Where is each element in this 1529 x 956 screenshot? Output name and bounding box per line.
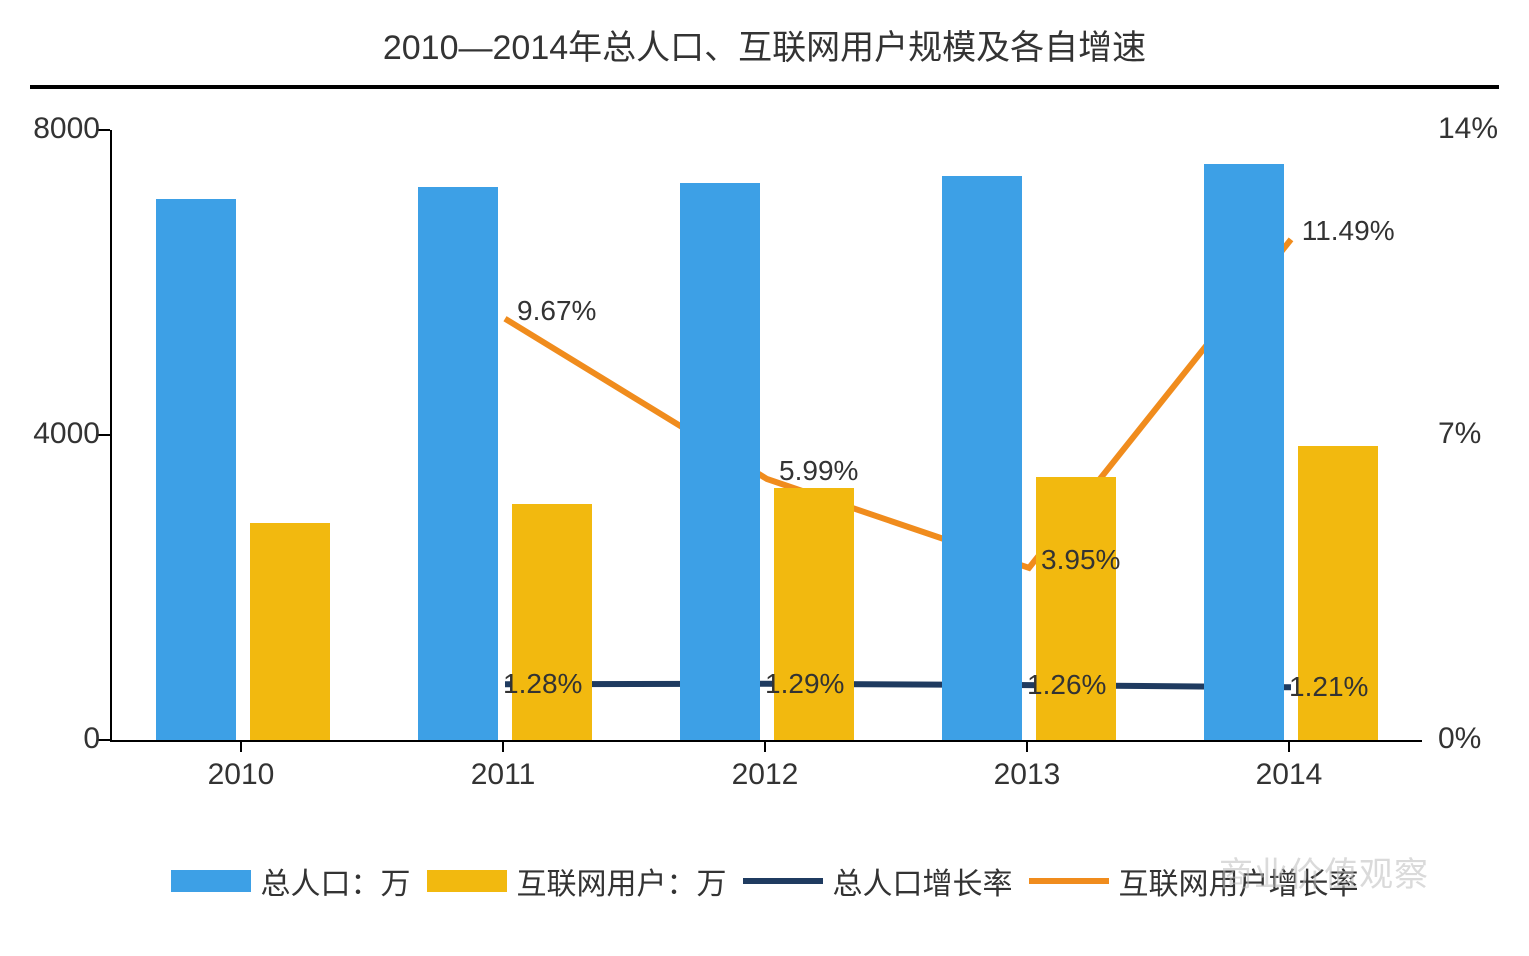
x-tick-label: 2012 — [732, 758, 799, 792]
line-data-label: 9.67% — [517, 295, 596, 327]
bar-population — [680, 183, 760, 740]
bar-internet-users — [512, 504, 592, 740]
x-tick — [764, 740, 766, 752]
bar-population — [1204, 164, 1284, 740]
line-data-label: 1.26% — [1027, 669, 1106, 701]
legend-item: 总人口：万 — [171, 859, 411, 903]
legend-swatch-line — [1029, 878, 1109, 884]
y-right-tick-label: 0% — [1438, 722, 1528, 756]
legend-label: 互联网用户：万 — [517, 859, 727, 903]
bar-population — [156, 199, 236, 740]
y-left-tick-label: 8000 — [10, 112, 100, 146]
x-tick-label: 2013 — [994, 758, 1061, 792]
line-data-label: 3.95% — [1041, 544, 1120, 576]
x-tick-label: 2010 — [208, 758, 275, 792]
x-tick — [1288, 740, 1290, 752]
x-tick-label: 2014 — [1256, 758, 1323, 792]
chart-title: 2010—2014年总人口、互联网用户规模及各自增速 — [0, 20, 1529, 69]
line-population-growth — [505, 684, 1291, 687]
x-tick — [502, 740, 504, 752]
x-tick — [1026, 740, 1028, 752]
legend-item: 总人口增长率 — [743, 859, 1013, 903]
plot-area: 1.28% 1.29% 1.26% 1.21% 9.67% 5.99% 3.95% 11.49… — [110, 130, 1422, 742]
y-left-tick-label: 4000 — [10, 417, 100, 451]
y-left-tick-label: 0 — [10, 722, 100, 756]
legend-swatch-line — [743, 878, 823, 884]
y-right-tick-label: 14% — [1438, 112, 1528, 146]
line-data-label: 11.49% — [1302, 215, 1395, 247]
combo-chart: 2010—2014年总人口、互联网用户规模及各自增速 1.28%1.29%1.2… — [0, 0, 1529, 956]
x-tick — [240, 740, 242, 752]
bar-internet-users — [250, 523, 330, 740]
title-underline — [30, 85, 1499, 89]
line-data-label: 1.21% — [1289, 671, 1368, 703]
legend-label: 总人口增长率 — [833, 859, 1013, 903]
x-tick-label: 2011 — [471, 758, 536, 792]
legend-swatch-bar — [427, 870, 507, 892]
line-data-label: 1.28% — [503, 668, 582, 700]
line-data-label: 1.29% — [765, 668, 844, 700]
bar-population — [418, 187, 498, 740]
legend-swatch-bar — [171, 870, 251, 892]
y-right-tick-label: 7% — [1438, 417, 1528, 451]
legend-label: 互联网用户增长率 — [1119, 859, 1359, 903]
legend: 总人口：万 互联网用户：万 总人口增长率 互联网用户增长率 — [0, 856, 1529, 906]
legend-item: 互联网用户增长率 — [1029, 859, 1359, 903]
legend-item: 互联网用户：万 — [427, 859, 727, 903]
line-data-label: 5.99% — [779, 455, 858, 487]
legend-label: 总人口：万 — [261, 859, 411, 903]
bar-population — [942, 176, 1022, 740]
line-internet-growth — [505, 239, 1291, 568]
bar-internet-users — [774, 488, 854, 740]
